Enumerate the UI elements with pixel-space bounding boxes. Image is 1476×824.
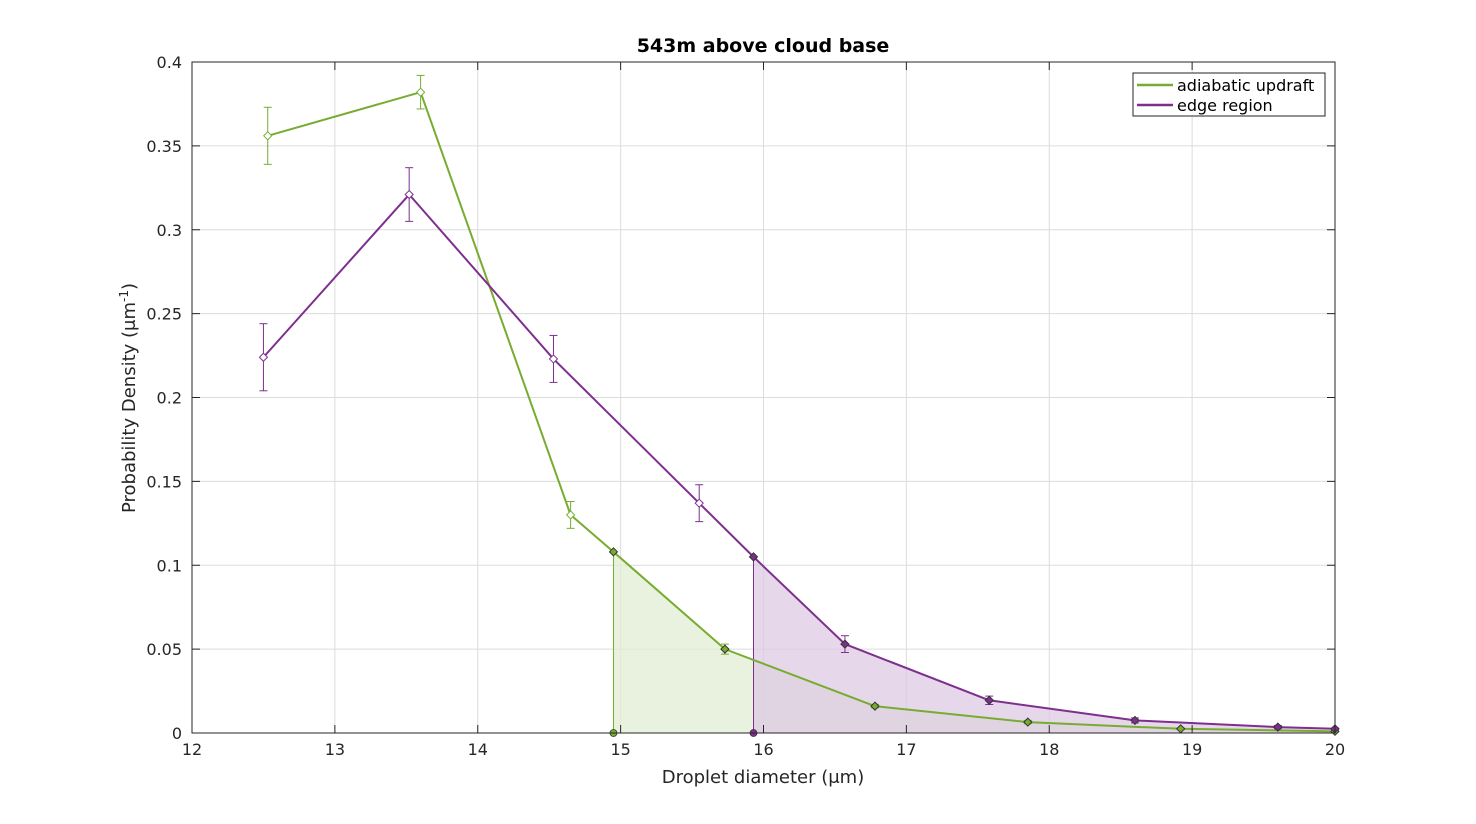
x-tick-label: 15 [610,740,630,759]
x-tick-label: 19 [1182,740,1202,759]
data-point-edge-region [404,189,414,200]
data-point-edge-region [694,498,704,508]
y-axis-label-text: Probability Density (μm [119,302,140,513]
data-point-adiabatic-updraft [720,644,730,654]
y-axis-label-close: ) [119,283,140,290]
area-fill-edge-region [752,555,1336,734]
y-tick-label: 0.1 [157,556,182,575]
y-tick-label: 0.25 [146,305,182,324]
data-point-edge-region [548,354,559,364]
y-tick-label: 0.2 [157,389,182,408]
data-point-edge-region [1273,722,1283,732]
axis-ticks: 12 13 14 15 16 17 18 19 20 0 0.05 0.1 0.15 0.2 0.25 0.3… [146,53,1345,759]
y-tick-label: 0 [172,724,182,743]
y-tick-label: 0.05 [146,640,182,659]
series-line-edge-region [262,193,1336,730]
x-tick-label: 13 [325,740,345,759]
x-tick-label: 12 [182,740,202,759]
x-tick-label: 18 [1039,740,1059,759]
area-fills [612,550,1336,734]
x-tick-label: 17 [896,740,916,759]
legend: adiabatic updraft edge region [1132,72,1326,117]
x-axis-label: Droplet diameter (μm) [662,767,865,788]
series-markers [258,74,1340,737]
data-point-edge-region [984,695,994,705]
legend-label-adiabatic-updraft: adiabatic updraft [1177,76,1314,95]
y-tick-label: 0.4 [157,53,182,72]
y-tick-label: 0.15 [146,472,182,491]
x-tick-label: 16 [753,740,773,759]
y-tick-label: 0.35 [146,137,182,156]
x-tick-label: 14 [468,740,488,759]
y-tick-label: 0.3 [157,221,182,240]
data-point-edge-region [840,639,850,649]
data-point-adiabatic-updraft [1023,717,1033,727]
legend-label-edge-region: edge region [1177,96,1273,115]
data-point-adiabatic-updraft [415,87,426,97]
data-point-adiabatic-updraft [263,131,273,141]
data-point-edge-region [258,352,269,362]
data-point-adiabatic-updraft [565,510,576,520]
legend-box [1132,72,1326,117]
data-point-edge-region [748,552,759,562]
data-point-adiabatic-updraft [608,547,619,557]
data-point-edge-region [1130,715,1140,726]
y-axis-label: Probability Density (μm-1) [117,283,140,513]
data-point-adiabatic-updraft [870,701,880,711]
x-tick-label: 20 [1325,740,1345,759]
chart-title: 543m above cloud base [637,35,890,57]
y-axis-label-superscript: -1 [117,290,131,302]
